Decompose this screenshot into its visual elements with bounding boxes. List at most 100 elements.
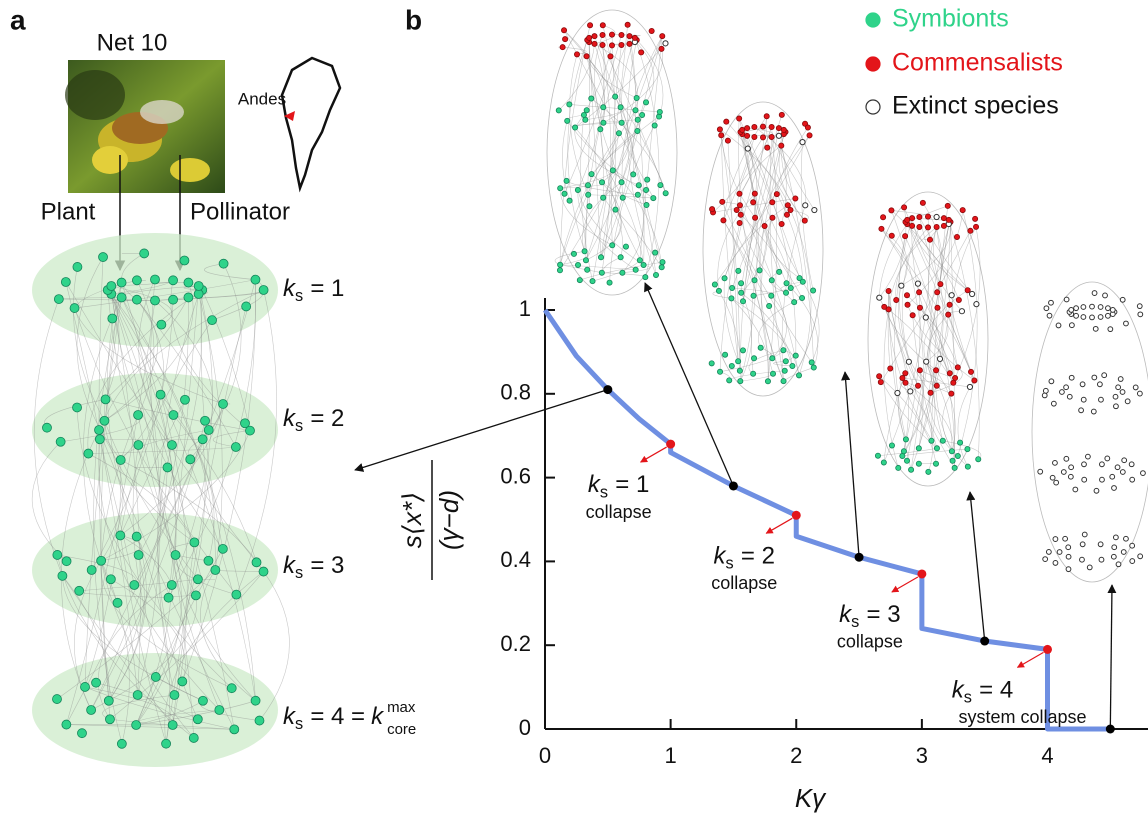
x-tick-label: 2 xyxy=(790,743,802,768)
edge xyxy=(66,724,235,730)
edge xyxy=(778,131,805,221)
edge xyxy=(137,414,176,556)
node xyxy=(878,225,885,232)
node xyxy=(750,199,757,206)
edge xyxy=(559,188,613,246)
node xyxy=(945,216,952,223)
node xyxy=(928,437,935,444)
node xyxy=(751,190,758,197)
layer-label: ks = 2 xyxy=(283,405,344,435)
node xyxy=(640,261,647,268)
node xyxy=(877,379,884,386)
y-tick-label: 0 xyxy=(519,715,531,740)
node xyxy=(1120,549,1127,555)
edge xyxy=(723,220,793,367)
edge xyxy=(600,36,663,258)
node xyxy=(132,275,142,286)
node xyxy=(561,190,568,197)
annotation: ks = 4 xyxy=(952,677,1013,707)
node xyxy=(86,565,97,575)
edge xyxy=(781,133,796,199)
edge xyxy=(720,135,756,218)
node xyxy=(1112,534,1119,541)
node xyxy=(192,574,203,585)
node xyxy=(576,277,583,284)
edge xyxy=(600,129,644,266)
edge xyxy=(627,39,657,276)
edge xyxy=(895,226,937,301)
edge xyxy=(919,216,973,295)
edge xyxy=(919,307,956,379)
node xyxy=(150,295,160,306)
node xyxy=(1099,461,1105,468)
node xyxy=(888,442,895,449)
x-tick-label: 3 xyxy=(916,743,928,768)
node xyxy=(801,217,808,224)
node xyxy=(769,214,776,221)
edge xyxy=(101,535,142,562)
node xyxy=(166,580,177,590)
edge xyxy=(190,263,242,460)
node xyxy=(609,242,616,249)
edge xyxy=(800,142,814,291)
edge xyxy=(622,194,645,273)
edge xyxy=(105,297,189,400)
edge xyxy=(634,37,660,278)
node xyxy=(750,370,757,377)
node xyxy=(115,455,126,465)
node xyxy=(951,464,958,471)
node xyxy=(1037,468,1044,475)
node xyxy=(902,233,909,240)
node xyxy=(716,126,723,133)
node xyxy=(894,389,901,397)
edge xyxy=(588,37,622,183)
node xyxy=(643,202,650,209)
edge xyxy=(911,218,951,374)
node xyxy=(957,439,964,446)
edge xyxy=(121,297,177,556)
edge xyxy=(878,376,937,464)
node xyxy=(948,448,955,455)
edge xyxy=(582,182,622,252)
edge xyxy=(104,420,199,580)
node xyxy=(806,132,813,139)
node xyxy=(880,214,887,221)
edge xyxy=(594,43,605,123)
node xyxy=(658,45,665,52)
node xyxy=(609,167,616,174)
node xyxy=(155,389,166,400)
node xyxy=(132,294,142,305)
node xyxy=(778,220,785,227)
node xyxy=(83,448,94,459)
edge xyxy=(898,236,910,362)
edge xyxy=(957,210,978,457)
edge xyxy=(62,575,204,702)
edge xyxy=(563,30,666,194)
node xyxy=(1129,558,1136,564)
edge xyxy=(256,562,290,721)
node xyxy=(582,257,589,264)
node xyxy=(1099,476,1105,483)
node xyxy=(42,422,52,433)
node xyxy=(901,204,908,211)
node xyxy=(925,213,932,220)
node xyxy=(254,715,265,726)
edge xyxy=(172,306,247,726)
node xyxy=(932,460,939,467)
node xyxy=(1063,384,1069,391)
node xyxy=(1065,566,1072,573)
node xyxy=(1140,470,1146,476)
node xyxy=(116,277,127,288)
edge xyxy=(891,210,960,301)
node xyxy=(168,410,179,420)
edge xyxy=(587,39,638,99)
node xyxy=(811,206,818,214)
node xyxy=(925,468,932,475)
edge xyxy=(736,137,764,211)
edge xyxy=(906,224,950,461)
edge xyxy=(567,39,588,252)
layer-background xyxy=(32,373,278,487)
edge xyxy=(736,209,803,299)
node xyxy=(1078,407,1084,414)
node xyxy=(86,705,97,715)
